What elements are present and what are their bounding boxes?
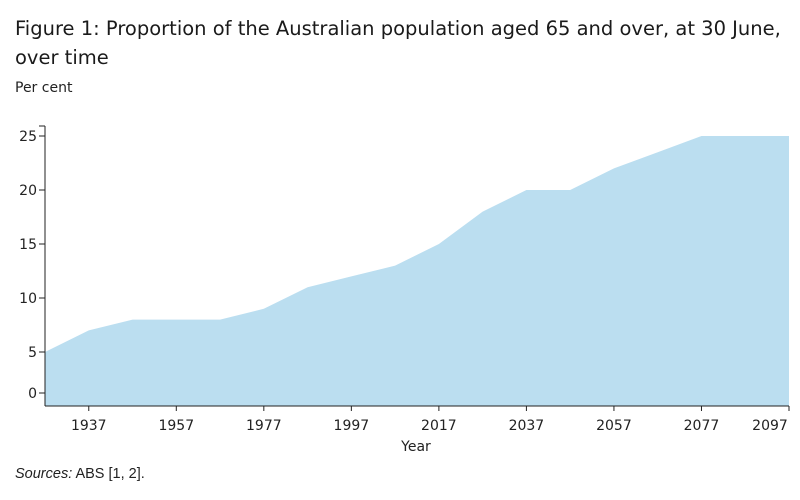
- sources-label: Sources:: [15, 466, 73, 482]
- chart-title: Figure 1: Proportion of the Australian p…: [15, 17, 781, 69]
- y-axis-label: Per cent: [15, 80, 73, 96]
- y-tick-label: 5: [28, 345, 37, 361]
- x-axis-label: Year: [400, 439, 431, 455]
- x-tick-label: 1957: [158, 418, 194, 434]
- x-tick-label: 2077: [684, 418, 720, 434]
- x-tick-label: 2037: [509, 418, 545, 434]
- x-tick-label: 2057: [596, 418, 632, 434]
- x-tick-label: 1937: [71, 418, 107, 434]
- y-tick-label: 15: [19, 237, 37, 253]
- y-tick-label: 10: [19, 291, 37, 307]
- x-tick-label: 1997: [334, 418, 370, 434]
- area-chart: 0 5 10 15 20 25 1937 1957 1977 1997 2017 2037 2057 20…: [19, 125, 790, 455]
- area-series: [45, 136, 789, 406]
- x-tick-label: 2017: [421, 418, 457, 434]
- x-tick-label: 1977: [246, 418, 282, 434]
- x-tick-label: 2097: [752, 418, 788, 434]
- y-tick-label: 0: [28, 386, 37, 402]
- sources-note: Sources: ABS [1, 2].: [15, 466, 145, 482]
- sources-text: ABS [1, 2].: [72, 466, 145, 482]
- y-tick-label: 20: [19, 183, 37, 199]
- y-tick-label: 25: [19, 129, 37, 145]
